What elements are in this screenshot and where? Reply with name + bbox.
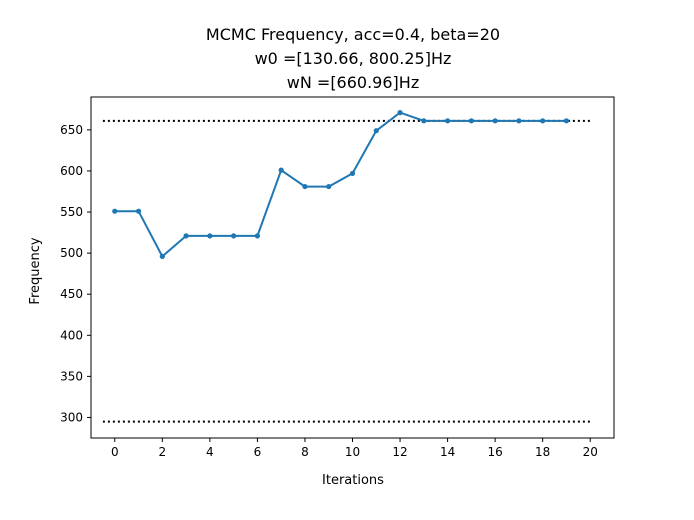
data-point-0-5 [231,233,237,239]
x-tick-label: 4 [206,445,214,459]
data-point-0-14 [444,118,451,124]
series-line-0 [114,111,567,258]
data-point-0-18 [540,118,546,124]
data-point-0-4 [207,233,213,239]
data-point-0-2 [159,253,165,260]
y-tick-label: 600 [60,164,83,178]
x-tick-label: 2 [158,445,166,459]
x-tick-label: 12 [392,445,407,459]
chart-title-line-3: wN =[660.96]Hz [287,73,419,92]
data-point-0-9 [326,183,332,190]
y-tick-label: 450 [60,287,83,301]
data-point-0-17 [516,118,522,124]
plot-area: 0 2 4 6 8 10 12 14 16 18 20 300 350 400 450 500 550 600 65… [60,96,615,459]
data-point-0-6 [254,233,261,239]
chart-title-line-1: MCMC Frequency, acc=0.4, beta=20 [206,25,500,44]
x-tick-label: 18 [535,445,550,459]
data-point-0-15 [468,118,474,124]
data-point-0-10 [349,170,356,177]
data-point-0-11 [373,128,379,134]
x-tick-label: 16 [487,445,502,459]
data-point-0-3 [183,233,189,239]
y-tick-label: 300 [60,410,83,424]
data-point-0-8 [302,183,308,190]
x-tick-label: 14 [440,445,455,459]
y-tick-label: 550 [60,205,83,219]
y-tick-label: 400 [60,328,83,342]
chart-title-line-2: w0 =[130.66, 800.25]Hz [255,49,452,68]
data-point-0-1 [135,208,142,214]
x-tick-label: 6 [254,445,262,459]
x-tick-label: 8 [301,445,309,459]
x-tick-label: 20 [583,445,598,459]
x-tick-label: 0 [111,445,119,459]
data-point-0-19 [563,118,570,124]
y-tick-label: 650 [60,123,83,137]
x-tick-label: 10 [345,445,360,459]
y-axis-label: Frequency [28,237,43,304]
y-tick-label: 350 [60,369,83,383]
data-point-0-0 [112,208,118,214]
data-point-0-13 [421,118,427,124]
data-point-0-12 [397,110,403,116]
plot-frame [90,96,615,439]
x-axis-label: Iterations [322,473,384,488]
y-tick-label: 500 [60,246,83,260]
data-point-0-16 [492,118,498,124]
data-point-0-7 [278,167,284,173]
